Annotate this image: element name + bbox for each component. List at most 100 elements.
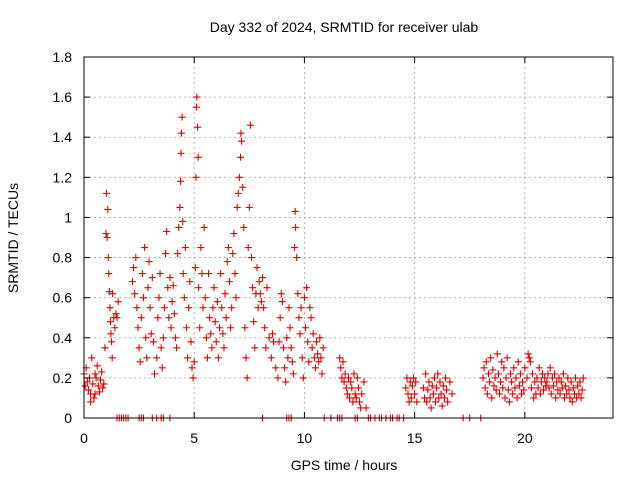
data-point [97,376,105,384]
data-point [489,366,497,374]
data-point [491,374,499,382]
data-point [267,354,275,362]
data-point [112,310,120,318]
data-point [484,370,492,378]
data-point [288,358,296,366]
x-tick-label: 20 [517,430,533,446]
data-point [190,358,198,366]
data-point [337,364,345,372]
data-point [235,173,243,181]
data-point [533,374,541,382]
data-point [240,223,248,231]
data-point [508,378,516,386]
data-point [503,354,511,362]
data-point [544,370,552,378]
data-point [408,382,416,390]
data-point [403,374,411,382]
data-point [483,390,491,398]
data-point [304,338,312,346]
data-point [353,374,361,382]
data-point [492,386,500,394]
data-point [106,304,114,312]
data-point [141,244,149,252]
data-point [557,378,565,386]
chart-title: Day 332 of 2024, SRMTID for receiver ula… [210,19,479,35]
data-point [178,113,186,121]
plot-frame [83,56,614,419]
data-point [131,290,139,298]
data-point [479,374,487,382]
data-point [289,370,297,378]
data-point [81,382,89,390]
data-point [163,227,171,235]
data-point [295,314,303,322]
data-point [310,354,318,362]
data-point [149,338,157,346]
data-point [574,382,582,390]
data-point [87,398,95,406]
data-point [199,304,207,312]
data-point [91,390,99,398]
data-point [107,330,115,338]
data-point [281,364,289,372]
data-point [529,370,537,378]
data-point [340,378,348,386]
data-point [170,310,178,318]
data-point [244,244,252,252]
data-point [99,384,107,392]
data-point [497,378,505,386]
data-point [198,270,206,278]
data-point [160,304,168,312]
data-point [147,330,155,338]
data-point [179,217,187,225]
data-point [111,324,119,332]
data-point [279,344,287,352]
data-point [548,374,556,382]
data-point [426,394,434,402]
data-point [303,284,311,292]
data-point [540,386,548,394]
data-point [516,370,524,378]
data-point [229,250,237,258]
data-point [298,354,306,362]
data-point [443,386,451,394]
data-point [91,370,99,378]
data-point [424,386,432,394]
data-point [200,223,208,231]
data-point [425,378,433,386]
data-point [349,398,357,406]
data-point [488,394,496,402]
data-point [94,382,102,390]
data-point [90,394,98,402]
data-point [520,386,528,394]
data-point [511,384,519,392]
data-point [137,314,145,322]
data-point [173,344,181,352]
data-point [182,324,190,332]
data-point [413,398,421,406]
data-point [179,270,187,278]
data-point [549,382,557,390]
data-point [501,394,509,402]
data-point [507,370,515,378]
data-point [292,223,300,231]
data-point [164,284,172,292]
data-point [256,290,264,298]
data-point [218,304,226,312]
data-point [187,338,195,346]
data-point [555,374,563,382]
data-point [193,93,201,101]
data-point [158,364,166,372]
data-point [233,203,241,211]
data-point [434,370,442,378]
data-point [228,304,236,312]
data-point [286,324,294,332]
data-point [569,384,577,392]
data-point [250,318,258,326]
y-tick-label: 1.4 [53,129,73,145]
data-point [513,394,521,402]
y-axis-label: SRMTID / TECUs [5,183,21,293]
data-point [498,358,506,366]
data-point [284,354,292,362]
data-point [531,378,539,386]
